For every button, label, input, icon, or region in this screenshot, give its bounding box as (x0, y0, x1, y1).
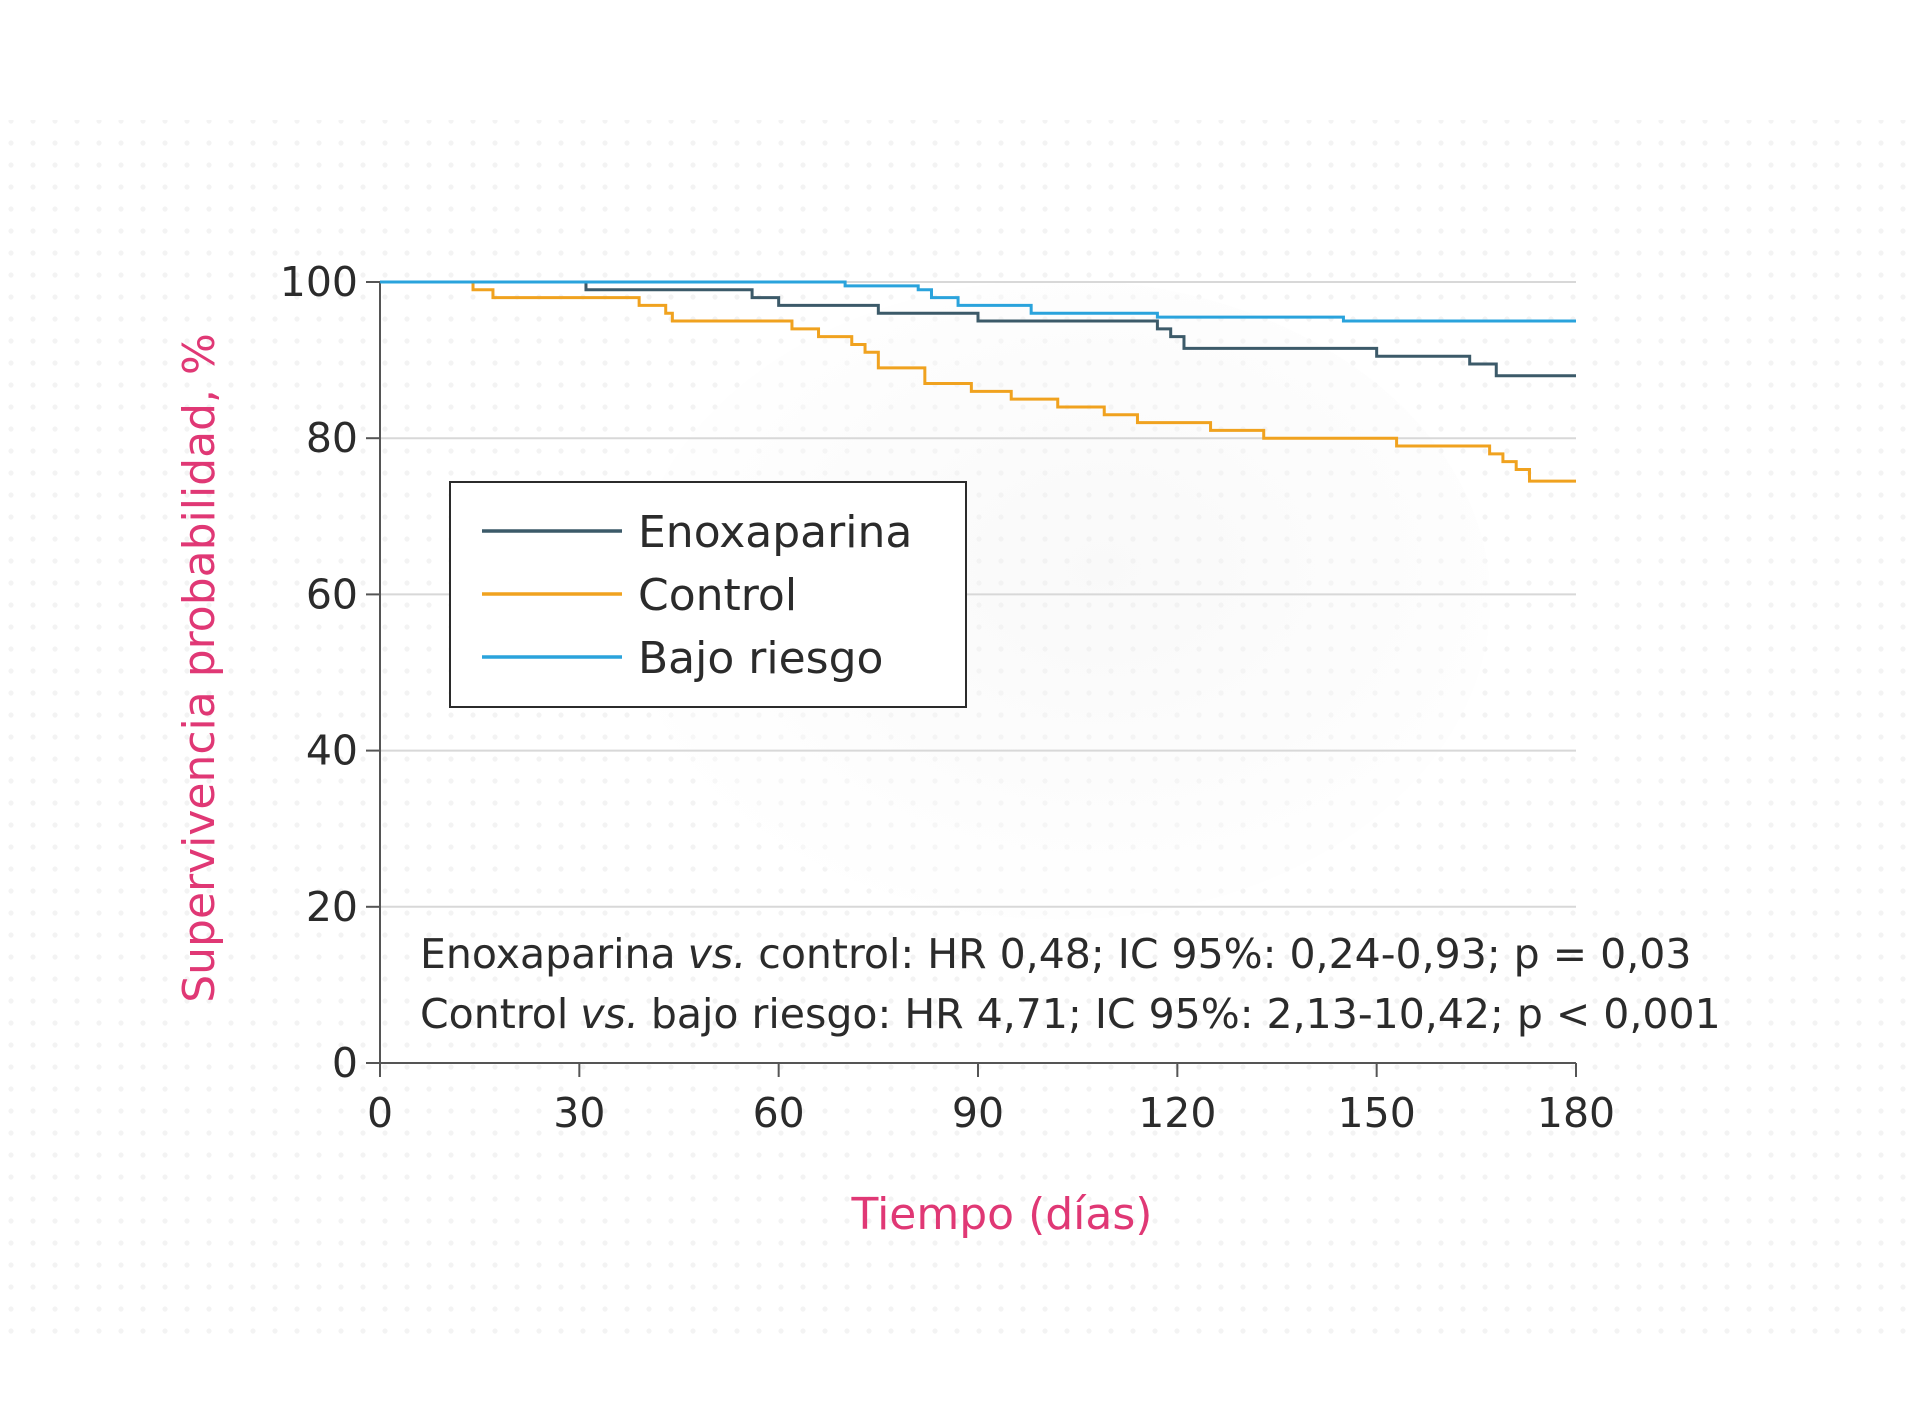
legend-label-control: Control (638, 570, 797, 621)
y-axis-ticks: 0 20 40 60 80 100 (280, 258, 380, 1087)
annotation-vs: vs. (580, 990, 639, 1038)
y-tick-label-0: 0 (332, 1039, 358, 1087)
legend: Enoxaparina Control Bajo riesgo (449, 481, 967, 708)
series-line-enoxaparina (380, 280, 1576, 378)
y-tick-label-20: 20 (306, 883, 358, 931)
y-tick-label-60: 60 (306, 570, 358, 618)
annotation-stats: control: HR 0,48; IC 95%: 0,24-0,93; p =… (758, 930, 1691, 978)
series-line-control (380, 280, 1576, 483)
annotation-label: Enoxaparina (420, 930, 676, 978)
x-tick-label-90: 90 (952, 1089, 1004, 1137)
background-glow (630, 280, 1490, 920)
x-axis-title: Tiempo (días) (851, 1189, 1153, 1240)
annotations: Enoxaparina vs. control: HR 0,48; IC 95%: … (420, 930, 1721, 1038)
annotation-vs: vs. (688, 930, 747, 978)
annotation-stats: bajo riesgo: HR 4,71; IC 95%: 2,13-10,42… (651, 990, 1721, 1038)
series-line-bajo-riesgo (380, 280, 1576, 323)
y-axis-title: Supervivencia probabilidad, % (174, 333, 225, 1003)
x-tick-label-150: 150 (1338, 1089, 1416, 1137)
annotation-line-2: Control vs. bajo riesgo: HR 4,71; IC 95%: … (420, 990, 1721, 1038)
legend-label-bajo-riesgo: Bajo riesgo (638, 633, 883, 684)
annotation-label: Control (420, 990, 568, 1038)
x-tick-label-30: 30 (553, 1089, 605, 1137)
x-tick-label-180: 180 (1537, 1089, 1615, 1137)
y-tick-label-40: 40 (306, 727, 358, 775)
annotation-line-1: Enoxaparina vs. control: HR 0,48; IC 95%: … (420, 930, 1691, 978)
y-tick-label-100: 100 (280, 258, 358, 306)
y-tick-label-80: 80 (306, 414, 358, 462)
series-lines (380, 280, 1576, 483)
x-tick-label-120: 120 (1138, 1089, 1216, 1137)
legend-label-enoxaparina: Enoxaparina (638, 507, 912, 558)
x-tick-label-0: 0 (367, 1089, 393, 1137)
x-tick-label-60: 60 (753, 1089, 805, 1137)
x-axis-ticks: 0 30 60 90 120 150 180 (367, 1063, 1615, 1137)
